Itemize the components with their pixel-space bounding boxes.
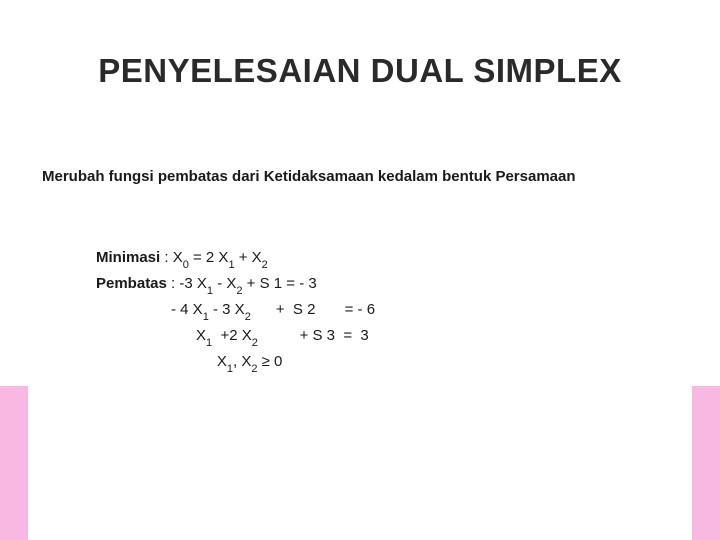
nonneg-line: X1, X2 ≥ 0 <box>96 350 375 376</box>
content-block: Minimasi : X0 = 2 X1 + X2 Pembatas : -3 … <box>96 246 375 376</box>
accent-bar-left <box>0 386 28 540</box>
objective-line: Minimasi : X0 = 2 X1 + X2 <box>96 246 375 272</box>
constraint-1-text: : -3 X1 - X2 + S 1 = - 3 <box>171 275 317 292</box>
page-title: PENYELESAIAN DUAL SIMPLEX <box>0 52 720 90</box>
constraint-line-2: - 4 X1 - 3 X2 + S 2 = - 6 <box>96 298 375 324</box>
minimasi-label: Minimasi <box>96 249 160 266</box>
pembatas-label: Pembatas <box>96 275 167 292</box>
subtitle: Merubah fungsi pembatas dari Ketidaksama… <box>42 168 576 185</box>
objective-text: : X0 = 2 X1 + X2 <box>164 249 267 266</box>
constraint-line-3: X1 +2 X2 + S 3 = 3 <box>96 324 375 350</box>
accent-bar-right <box>692 386 720 540</box>
constraint-line-1: Pembatas : -3 X1 - X2 + S 1 = - 3 <box>96 272 375 298</box>
